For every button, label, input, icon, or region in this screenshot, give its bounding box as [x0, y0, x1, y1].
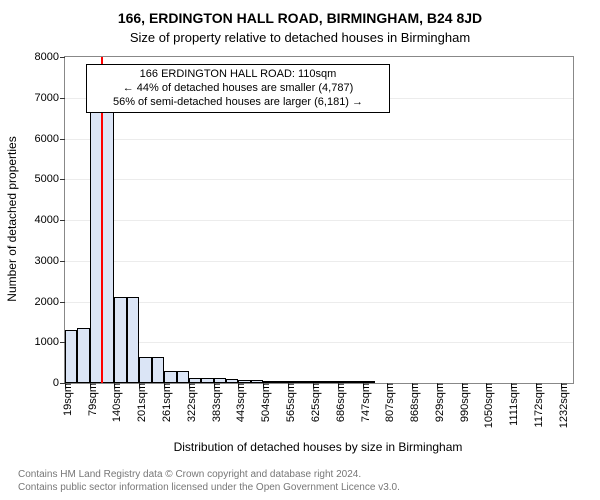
- annotation-line2: ← 44% of detached houses are smaller (4,…: [93, 82, 383, 96]
- histogram-bar: [177, 371, 189, 383]
- histogram-bar: [65, 330, 77, 383]
- x-axis-label: Distribution of detached houses by size …: [174, 440, 463, 454]
- y-tick-label: 5000: [35, 173, 65, 185]
- y-tick-label: 7000: [35, 92, 65, 104]
- x-tick-label: 443sqm: [229, 383, 247, 422]
- x-tick-label: 1172sqm: [527, 383, 545, 427]
- x-tick-label: 807sqm: [378, 383, 396, 422]
- y-tick-label: 8000: [35, 51, 65, 63]
- x-tick-label: 868sqm: [403, 383, 421, 422]
- x-tick-label: 383sqm: [205, 383, 223, 422]
- x-tick-label: 1232sqm: [552, 383, 570, 428]
- annotation-line1: 166 ERDINGTON HALL ROAD: 110sqm: [93, 68, 383, 82]
- x-tick-label: 261sqm: [155, 383, 173, 422]
- chart-title-subtitle: Size of property relative to detached ho…: [0, 26, 600, 45]
- x-tick-label: 1050sqm: [477, 383, 495, 428]
- x-tick-label: 565sqm: [279, 383, 297, 422]
- y-tick-label: 4000: [35, 214, 65, 226]
- histogram-bar: [77, 328, 89, 383]
- y-tick-label: 3000: [35, 255, 65, 267]
- gridline: [65, 139, 573, 140]
- x-tick-label: 79sqm: [81, 383, 99, 416]
- x-tick-label: 201sqm: [130, 383, 148, 422]
- y-tick-label: 1000: [35, 336, 65, 348]
- x-tick-label: 625sqm: [304, 383, 322, 422]
- gridline: [65, 342, 573, 343]
- histogram-bar: [164, 371, 177, 383]
- y-axis-label: Number of detached properties: [5, 136, 19, 301]
- annotation-box: 166 ERDINGTON HALL ROAD: 110sqm ← 44% of…: [86, 64, 390, 113]
- gridline: [65, 220, 573, 221]
- x-tick-label: 140sqm: [105, 383, 123, 422]
- x-tick-label: 322sqm: [180, 383, 198, 422]
- histogram-bar: [102, 106, 114, 383]
- footer-attribution: Contains HM Land Registry data © Crown c…: [18, 469, 400, 494]
- gridline: [65, 302, 573, 303]
- x-tick-label: 686sqm: [329, 383, 347, 422]
- y-tick-label: 6000: [35, 133, 65, 145]
- annotation-line3: 56% of semi-detached houses are larger (…: [93, 96, 383, 110]
- gridline: [65, 261, 573, 262]
- x-tick-label: 747sqm: [354, 383, 372, 422]
- x-tick-label: 504sqm: [254, 383, 272, 422]
- x-tick-label: 19sqm: [56, 383, 74, 416]
- x-tick-label: 929sqm: [428, 383, 446, 422]
- histogram-bar: [152, 357, 164, 383]
- x-tick-label: 1111sqm: [502, 383, 520, 426]
- chart-title-address: 166, ERDINGTON HALL ROAD, BIRMINGHAM, B2…: [0, 0, 600, 26]
- footer-line1: Contains HM Land Registry data © Crown c…: [18, 469, 400, 482]
- histogram-bar: [127, 297, 140, 383]
- chart-container: 166, ERDINGTON HALL ROAD, BIRMINGHAM, B2…: [0, 0, 600, 500]
- y-tick-label: 2000: [35, 296, 65, 308]
- histogram-bar: [139, 357, 151, 383]
- x-tick-label: 990sqm: [453, 383, 471, 422]
- footer-line2: Contains public sector information licen…: [18, 482, 400, 495]
- gridline: [65, 179, 573, 180]
- histogram-bar: [114, 297, 126, 383]
